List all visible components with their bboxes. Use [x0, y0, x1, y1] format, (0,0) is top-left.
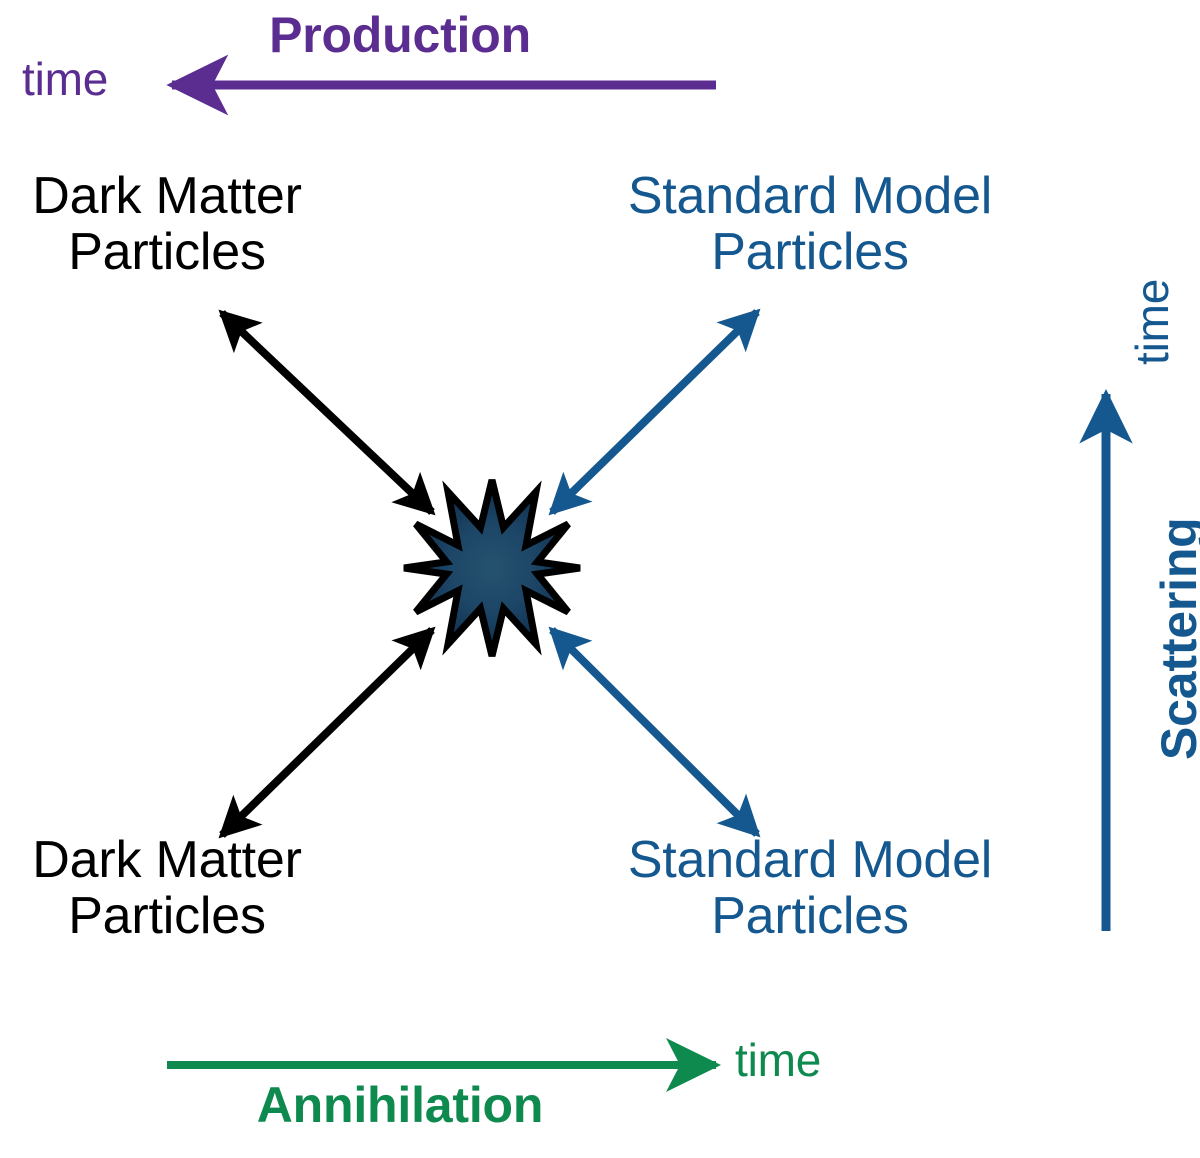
scattering-time-label: time: [1126, 278, 1178, 365]
dm-leg-upper-left: [218, 309, 436, 516]
scattering-title: Scattering: [1151, 517, 1200, 760]
production-time-label: time: [22, 53, 109, 105]
dm-leg-lower-left: [218, 626, 436, 839]
dark-matter-particles-label-top: Dark Matter Particles: [32, 167, 302, 282]
annihilation-title: Annihilation: [256, 1077, 544, 1133]
sm-leg-upper-right: [548, 308, 761, 516]
production-title: Production: [269, 7, 531, 63]
sm-leg-lower-right: [548, 626, 761, 838]
dark-matter-particles-label-bottom: Dark Matter Particles: [32, 831, 302, 946]
standard-model-particles-label-top: Standard Model Particles: [627, 167, 993, 282]
interaction-vertex-starburst: [403, 479, 581, 657]
annihilation-time-label: time: [735, 1034, 822, 1086]
standard-model-particles-label-bottom: Standard Model Particles: [627, 831, 993, 946]
